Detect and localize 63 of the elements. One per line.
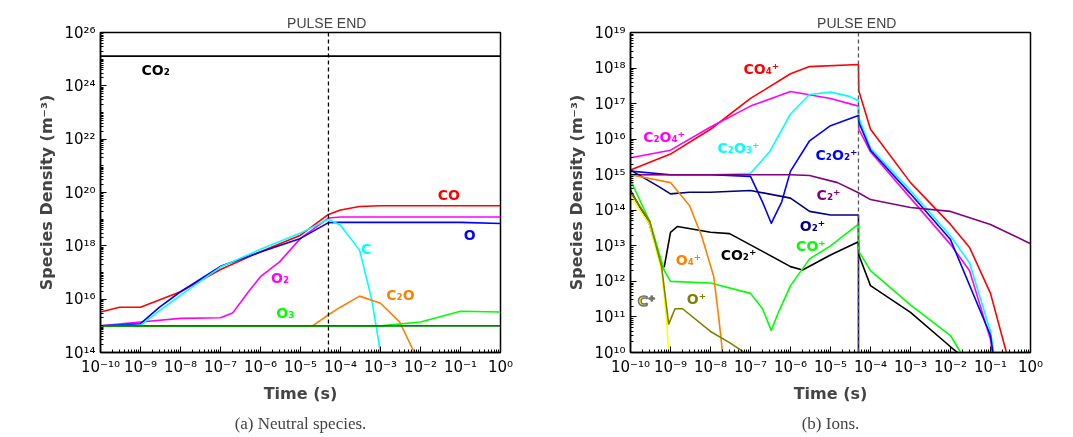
series-label: CO₂⁺: [720, 246, 757, 263]
series-label: C₂O: [386, 286, 415, 303]
series-label: C⁺: [637, 292, 656, 309]
series-label: O₄⁺: [675, 252, 702, 269]
x-tick-label: 10⁻²: [933, 357, 968, 376]
series-label: C₂O₃⁺: [717, 140, 760, 157]
y-tick-label: 10¹⁶: [594, 130, 626, 149]
series-label: C: [360, 241, 372, 258]
y-axis-title: Species Density (m⁻³): [37, 94, 57, 291]
x-axis-title: Time (s): [263, 383, 338, 403]
series-label: CO₄⁺: [743, 60, 780, 77]
x-tick-label: 10⁻⁴: [323, 357, 358, 376]
y-axis-title: Species Density (m⁻³): [567, 94, 587, 291]
x-tick-label: 10⁻⁶: [243, 357, 278, 376]
x-tick-label: 10⁻⁸: [163, 357, 198, 376]
text: (a) Neutral species.: [234, 413, 367, 433]
x-tick-label: 10⁻⁷: [203, 357, 238, 376]
series-label: C₂O₂⁺: [815, 147, 858, 164]
series-label: CO⁺: [796, 237, 826, 254]
series-label: O₂⁺: [799, 218, 826, 235]
x-tick-label: 10⁻⁸: [693, 357, 728, 376]
x-tick-label: 10⁻⁷: [733, 357, 768, 376]
x-tick-label: 10⁻¹⁰: [610, 357, 651, 376]
y-tick-label: 10²⁰: [64, 183, 96, 202]
x-tick-label: 10⁻²: [403, 357, 438, 376]
series-label: O⁺: [686, 291, 707, 308]
x-tick-label: 10⁻¹⁰: [80, 357, 121, 376]
x-tick-label: 10⁻³: [893, 357, 928, 376]
x-tick-label: 10⁻³: [363, 357, 398, 376]
x-axis-title: Time (s): [793, 383, 868, 403]
x-tick-label: 10⁻⁹: [653, 357, 688, 376]
y-tick-label: 10¹⁶: [64, 290, 96, 309]
x-tick-label: 10⁰: [487, 357, 514, 376]
text: (b) Ions.: [801, 413, 860, 433]
series-label: O₃: [276, 304, 295, 321]
series-label: O: [463, 227, 476, 244]
x-tick-label: 10⁻⁴: [853, 357, 888, 376]
y-tick-label: 10¹²: [594, 272, 626, 291]
x-tick-label: 10⁻⁵: [813, 357, 848, 376]
y-tick-label: 10¹⁸: [594, 59, 626, 78]
y-tick-label: 10²⁶: [64, 23, 96, 42]
x-tick-label: 10⁻¹: [973, 357, 1008, 376]
y-tick-label: 10¹⁵: [594, 165, 626, 184]
series-label: C₂O₄⁺: [643, 128, 686, 145]
y-tick-label: 10¹⁸: [64, 236, 96, 255]
y-tick-label: 10¹³: [594, 236, 626, 255]
x-tick-label: 10⁻⁵: [283, 357, 318, 376]
series-label: CO₂: [141, 61, 170, 78]
y-tick-label: 10²²: [64, 130, 96, 149]
x-tick-label: 10⁰: [1017, 357, 1044, 376]
y-tick-label: 10¹¹: [594, 307, 626, 326]
ref-line-label: PULSE END: [817, 14, 897, 31]
y-tick-label: 10¹⁹: [594, 23, 626, 42]
y-tick-label: 10²⁴: [64, 76, 96, 95]
series-label: CO: [437, 187, 461, 204]
y-tick-label: 10¹⁷: [594, 94, 626, 113]
x-tick-label: 10⁻⁹: [123, 357, 158, 376]
y-tick-label: 10¹⁴: [594, 201, 626, 220]
x-tick-label: 10⁻⁶: [773, 357, 808, 376]
ref-line-label: PULSE END: [287, 14, 367, 31]
series-label: C₂⁺: [816, 187, 841, 204]
x-tick-label: 10⁻¹: [443, 357, 478, 376]
series-label: O₂: [271, 270, 290, 287]
